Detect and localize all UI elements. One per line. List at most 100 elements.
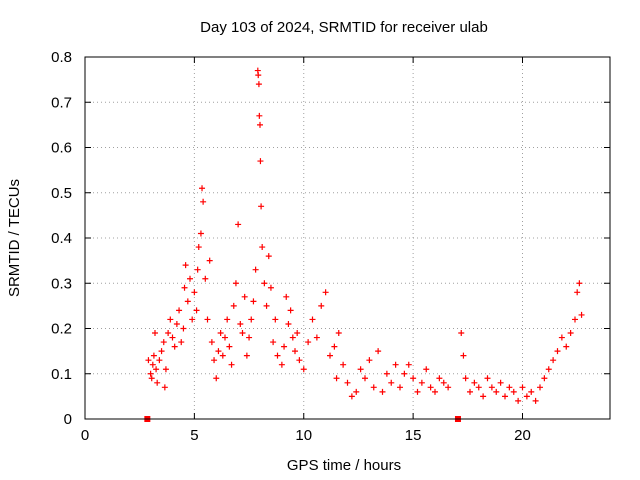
data-point [250,298,257,305]
data-point [217,330,224,337]
data-point [261,280,268,287]
data-point [427,384,434,391]
data-point [232,280,239,287]
data-point [161,384,168,391]
data-point [532,397,539,404]
data-point [294,330,301,337]
data-point [515,397,522,404]
data-point [153,366,160,373]
x-tick-label: 20 [514,427,531,444]
data-point [344,379,351,386]
data-point [237,320,244,327]
data-point [563,343,570,350]
y-tick-label: 0.3 [51,275,72,292]
y-tick-label: 0.1 [51,366,72,383]
data-point [219,352,226,359]
data-point [189,316,196,323]
data-point [259,244,266,251]
data-point [305,339,312,346]
data-point [296,357,303,364]
data-point [366,357,373,364]
data-point [309,316,316,323]
data-point [243,352,250,359]
data-point [510,388,517,395]
data-point [488,384,495,391]
data-point [267,284,274,291]
data-point [497,379,504,386]
data-point [204,316,211,323]
data-point [150,352,157,359]
data-point [167,316,174,323]
data-point [502,393,508,400]
data-point [335,330,342,337]
data-point [493,388,500,395]
data-point [410,375,417,382]
y-tick-label: 0.2 [51,321,72,338]
data-point [537,384,543,391]
data-point [313,334,320,341]
data-point [281,343,288,350]
data-point [154,379,161,386]
plot-frame [84,56,611,420]
y-tick-label: 0.6 [51,140,72,157]
x-tick-label: 0 [81,427,89,444]
data-point [327,352,333,359]
data-point [379,388,386,395]
data-point [462,375,469,382]
y-tick-label: 0.7 [51,94,72,111]
x-tick-label: 5 [190,427,198,444]
data-point [158,348,165,355]
data-point [353,388,360,395]
data-point [545,366,552,373]
data-point [471,379,478,386]
data-point [222,334,228,341]
data-point [528,388,535,395]
data-point [191,289,198,296]
data-point [318,302,325,309]
data-point [162,366,169,373]
data-point [257,158,264,165]
data-point [506,384,513,391]
data-point [148,375,155,382]
data-point [235,221,242,228]
data-point [152,330,158,337]
data-point [199,185,206,192]
y-tick-label: 0.5 [51,185,72,202]
data-point [480,393,487,400]
data-point [519,384,526,391]
data-point [255,72,262,79]
data-point [458,330,465,337]
data-point [197,230,204,237]
tick-marks [84,56,610,420]
data-point [187,275,193,282]
data-point [574,289,581,296]
data-point [195,244,202,251]
data-point [423,366,430,373]
data-point [176,307,183,314]
data-point [576,280,583,287]
data-point [370,384,377,391]
data-point [206,257,213,264]
data-point [241,293,248,300]
data-point [193,307,200,314]
data-point [283,293,290,300]
data-point [440,379,447,386]
data-point [180,325,187,332]
data-point [228,361,235,368]
data-point [289,334,296,341]
data-point [340,361,347,368]
data-point [258,203,265,210]
data-point [263,302,270,309]
data-point [252,266,259,273]
data-point [287,307,294,314]
data-point [414,388,421,395]
data-point [256,112,263,119]
data-point [265,253,272,260]
data-point [362,375,368,382]
data-point [257,121,263,128]
data-point [322,289,329,296]
data-point [401,370,408,377]
x-tick-label: 15 [405,427,422,444]
data-point [383,370,390,377]
data-point [436,375,443,382]
